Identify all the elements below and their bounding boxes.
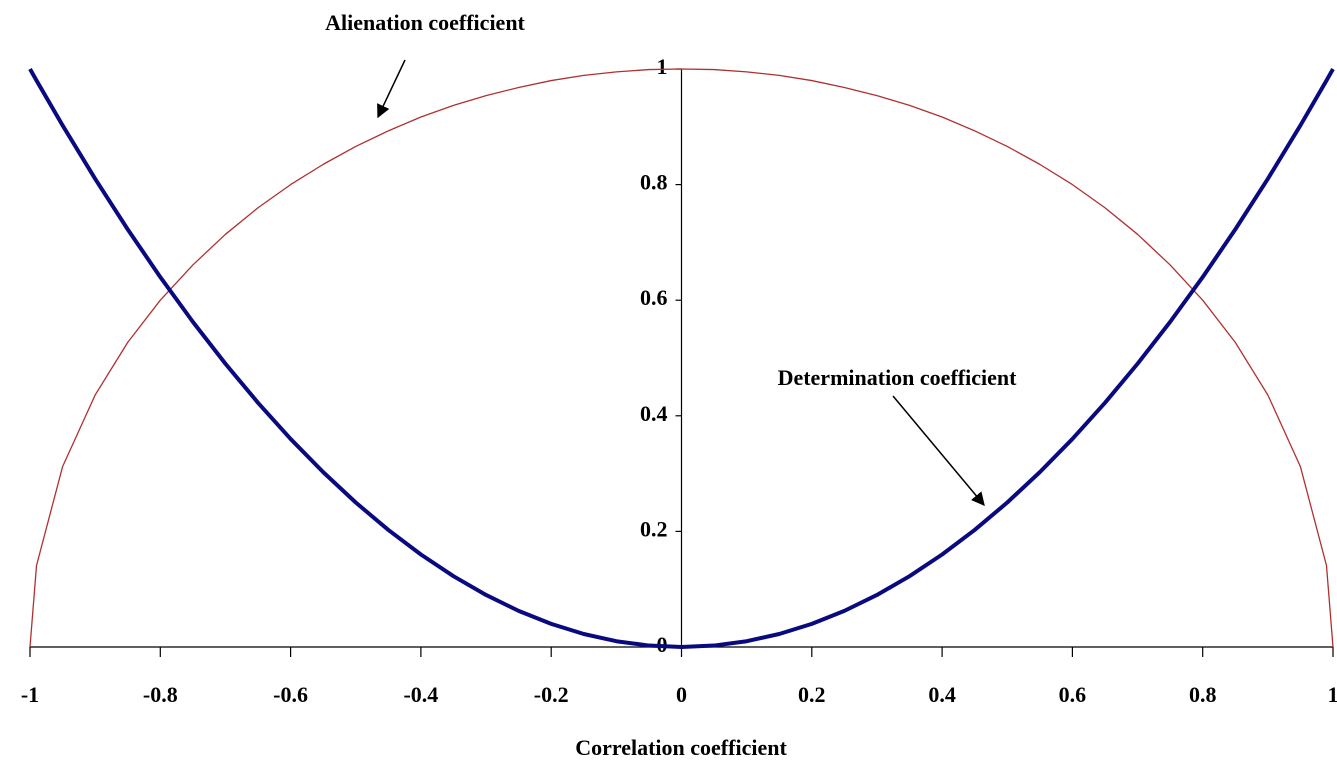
annotation-arrow xyxy=(892,395,985,507)
x-tick-label: 0.8 xyxy=(1189,682,1217,707)
y-tick-label: 1 xyxy=(657,54,668,79)
x-tick-label: -0.2 xyxy=(534,682,569,707)
x-tick-label: -1 xyxy=(21,682,39,707)
x-tick-label: 0 xyxy=(676,682,687,707)
y-tick-label: 0.6 xyxy=(640,285,668,310)
x-tick-label: 0.4 xyxy=(928,682,956,707)
y-tick-label: 0.2 xyxy=(640,516,668,541)
x-tick-label: 0.2 xyxy=(798,682,826,707)
y-tick-label: 0.4 xyxy=(640,401,668,426)
series-line xyxy=(28,68,1335,649)
x-tick-label: -0.4 xyxy=(403,682,438,707)
annotation: Determination coefficient xyxy=(778,365,1018,390)
x-tick-label: 1 xyxy=(1328,682,1337,707)
annotation-arrow xyxy=(377,59,406,119)
x-tick-label: -0.6 xyxy=(273,682,308,707)
x-tick-label: -0.8 xyxy=(143,682,178,707)
x-axis-label: Correlation coefficient xyxy=(575,735,787,760)
series-line xyxy=(29,68,1334,648)
x-tick-label: 0.6 xyxy=(1059,682,1087,707)
annotation: Alienation coefficient xyxy=(325,10,525,35)
y-tick-label: 0.8 xyxy=(640,170,668,195)
